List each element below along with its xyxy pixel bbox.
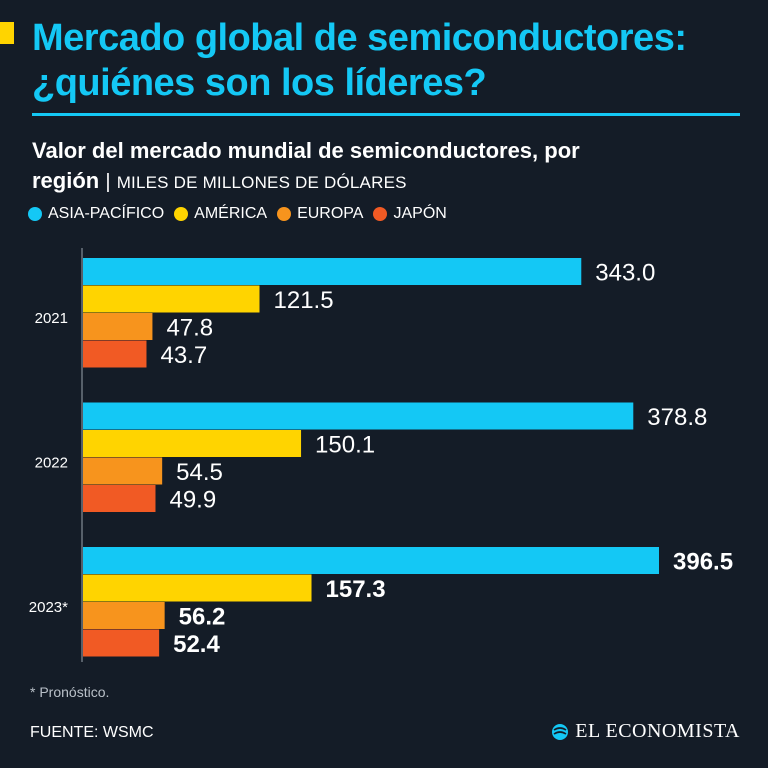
data-label: 49.9	[169, 487, 216, 514]
bar	[83, 430, 302, 457]
subtitle-separator: |	[105, 171, 111, 193]
legend-item: AMÉRICA	[174, 205, 267, 223]
title-divider	[32, 113, 740, 116]
category-label: 2022	[35, 455, 68, 472]
data-label: 52.4	[173, 631, 220, 658]
bar	[83, 485, 156, 512]
legend-item: ASIA-PACÍFICO	[28, 205, 164, 223]
data-label: 150.1	[315, 432, 375, 459]
legend-swatch	[277, 207, 292, 221]
title-accent-mark	[0, 22, 14, 44]
bar	[83, 258, 582, 285]
data-label: 396.5	[673, 549, 733, 576]
bar	[83, 313, 153, 340]
bar	[83, 629, 160, 657]
source-label: FUENTE: WSMC	[30, 724, 154, 741]
data-label: 43.7	[160, 342, 207, 369]
title-line-2: ¿quiénes son los líderes?	[32, 62, 487, 104]
bar	[83, 457, 163, 485]
subtitle-unit: MILES DE MILLONES DE DÓLARES	[116, 173, 407, 192]
data-label: 54.5	[176, 459, 223, 486]
legend-swatch	[174, 207, 189, 221]
data-label: 121.5	[274, 287, 334, 314]
category-label: 2021	[35, 310, 68, 327]
legend-swatch	[373, 207, 388, 221]
bar	[83, 402, 634, 430]
legend-label: JAPÓN	[393, 205, 447, 222]
brand-logo: EL ECONOMISTA	[551, 720, 740, 743]
page-title: Mercado global de semiconductores: ¿quié…	[32, 16, 752, 106]
bar-chart: 2021 343.0 121.5 47.843.7 2022 378.8 150.1 54.5…	[29, 248, 733, 662]
legend-label: EUROPA	[297, 205, 364, 222]
bar	[83, 285, 260, 313]
data-label: 378.8	[647, 404, 707, 431]
data-label: 343.0	[595, 260, 655, 287]
legend-label: ASIA-PACÍFICO	[48, 205, 165, 222]
bar	[83, 547, 659, 574]
bar	[83, 602, 165, 629]
category-label: 2023*	[29, 599, 68, 616]
data-label: 56.2	[179, 604, 226, 631]
data-label: 47.8	[166, 315, 213, 342]
chart-legend: ASIA-PACÍFICO AMÉRICA EUROPA JAPÓN	[28, 205, 457, 223]
chart-subtitle: Valor del mercado mundial de semiconduct…	[32, 136, 752, 198]
brand-name: EL ECONOMISTA	[575, 720, 740, 742]
footnote: * Pronóstico.	[30, 684, 110, 700]
bar	[83, 340, 147, 368]
legend-label: AMÉRICA	[194, 205, 268, 222]
legend-swatch	[28, 207, 42, 221]
legend-item: JAPÓN	[373, 205, 447, 223]
globe-icon	[552, 723, 569, 740]
bar	[83, 574, 312, 602]
subtitle-line-2: región	[32, 168, 100, 193]
title-line-1: Mercado global de semiconductores:	[32, 17, 687, 59]
legend-item: EUROPA	[277, 205, 363, 223]
data-label: 157.3	[326, 576, 386, 603]
subtitle-line-1: Valor del mercado mundial de semiconduct…	[32, 138, 580, 163]
